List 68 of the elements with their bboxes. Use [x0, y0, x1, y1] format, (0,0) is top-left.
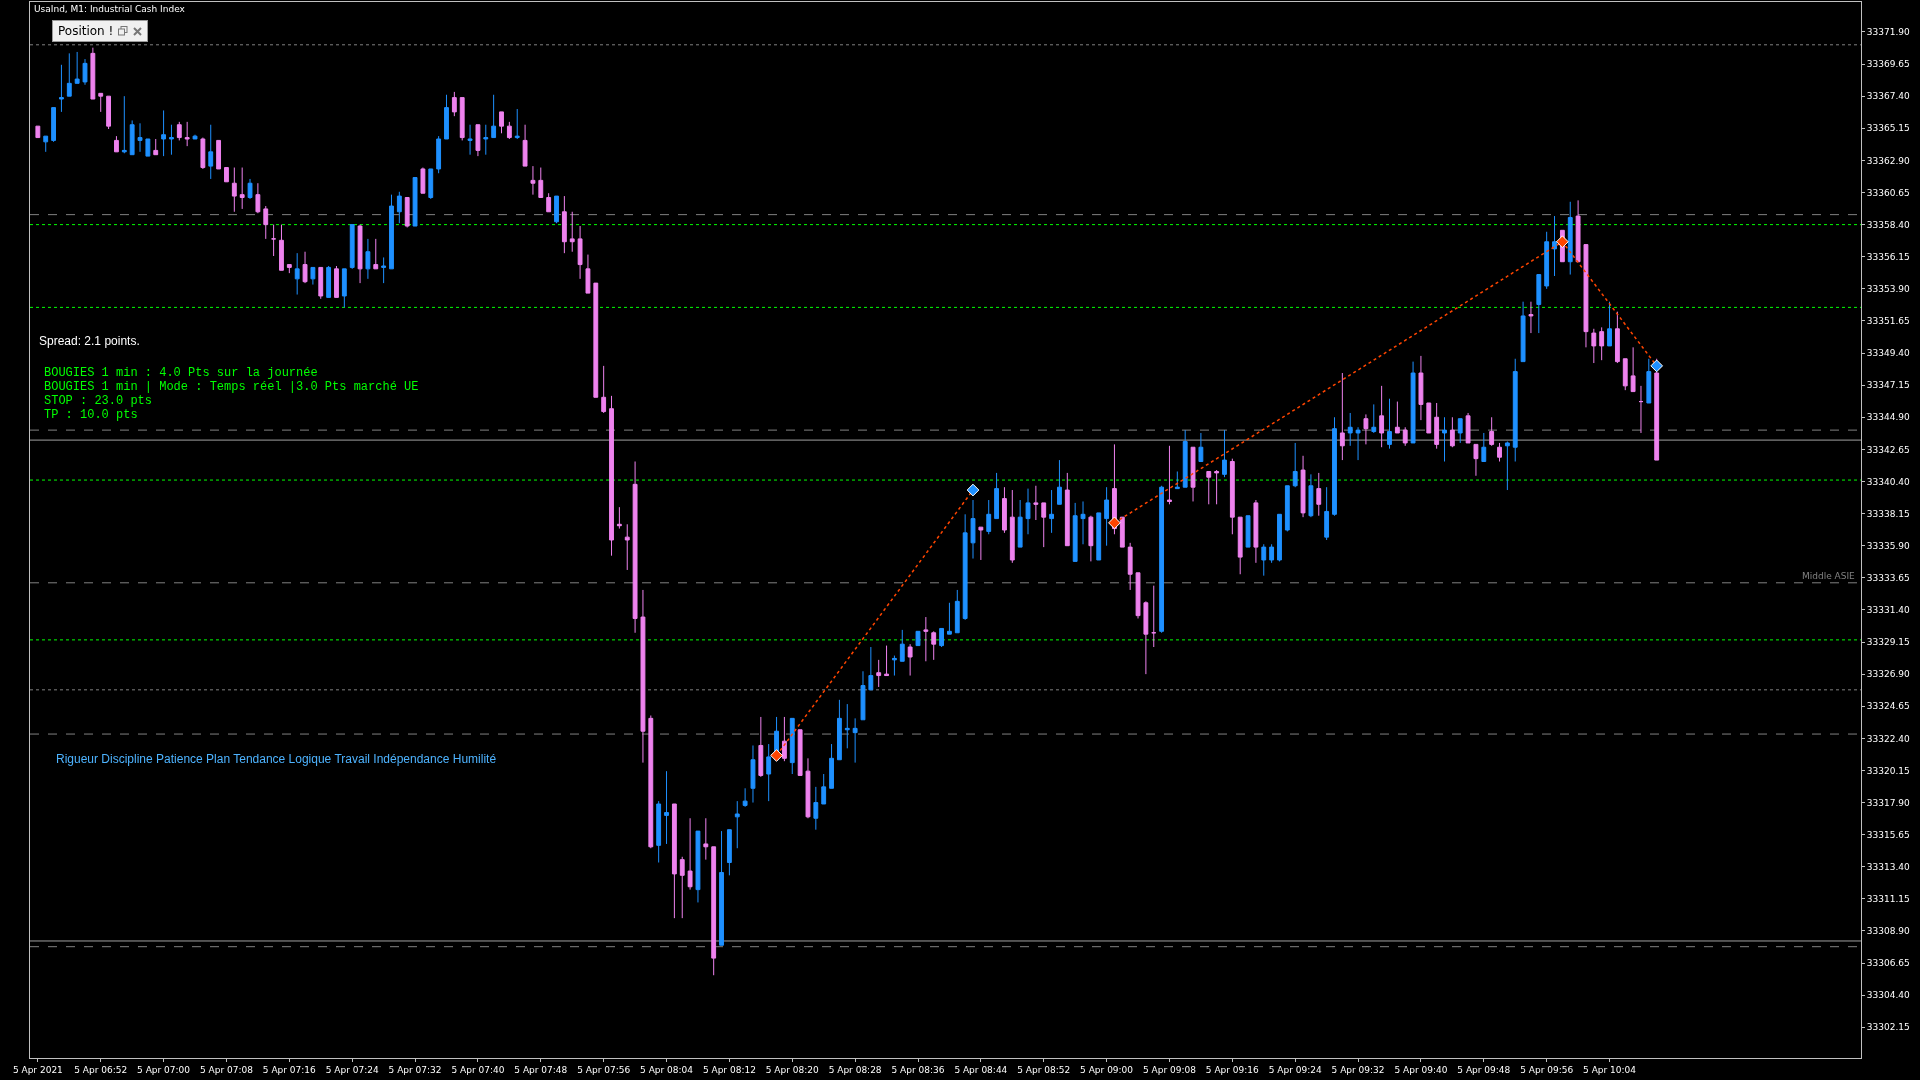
x-tick-label: 5 Apr 07:00 [137, 1064, 191, 1075]
annotation: STOP : 23.0 pts [44, 394, 153, 408]
x-tick-label: 5 Apr 08:12 [702, 1064, 756, 1075]
x-tick-label: 5 Apr 06:52 [74, 1064, 128, 1075]
y-tick-label: 33351.65 [1866, 316, 1910, 327]
y-tick-label: 33367.40 [1866, 91, 1911, 102]
y-tick-label: 33333.65 [1866, 572, 1910, 583]
annotation: TP : 10.0 pts [44, 408, 138, 422]
x-tick-label: 5 Apr 07:24 [325, 1064, 379, 1075]
x-tick-label: 5 Apr 09:32 [1331, 1064, 1385, 1075]
y-tick-label: 33329.15 [1866, 637, 1910, 648]
y-tick-label: 33326.90 [1866, 669, 1911, 680]
y-tick-label: 33335.90 [1866, 540, 1911, 551]
x-tick-label: 5 Apr 08:04 [640, 1064, 694, 1075]
x-tick-label: 5 Apr 09:48 [1457, 1064, 1511, 1075]
x-tick-label: 5 Apr 09:40 [1394, 1064, 1448, 1075]
x-tick-label: 5 Apr 09:00 [1080, 1064, 1134, 1075]
y-tick-label: 33313.40 [1866, 861, 1911, 872]
x-tick-label: 5 Apr 07:40 [451, 1064, 505, 1075]
y-tick-label: 33344.90 [1866, 412, 1911, 423]
y-tick-label: 33306.65 [1866, 958, 1910, 969]
x-tick-label: 5 Apr 2021 [12, 1064, 63, 1075]
x-tick-label: 5 Apr 09:08 [1142, 1064, 1197, 1075]
y-tick-label: 33356.15 [1866, 251, 1910, 262]
x-tick-label: 5 Apr 09:16 [1205, 1064, 1260, 1075]
x-tick-label: 5 Apr 09:24 [1268, 1064, 1322, 1075]
y-tick-label: 33320.15 [1866, 765, 1910, 776]
y-tick-label: 33358.40 [1866, 219, 1911, 230]
annotation: BOUGIES 1 min | Mode : Temps réel |3.0 Pts marché UE [44, 380, 419, 394]
annotation: Rigueur Discipline Patience Plan Tendance Logique Travail Indépendance Humilité [56, 752, 497, 766]
annotation: Position ! [58, 24, 114, 38]
y-tick-label: 33308.90 [1866, 926, 1911, 937]
y-tick-label: 33317.90 [1866, 797, 1911, 808]
y-tick-label: 33371.90 [1866, 27, 1911, 38]
x-tick-label: 5 Apr 08:52 [1017, 1064, 1071, 1075]
x-tick-label: 5 Apr 07:08 [199, 1064, 254, 1075]
y-tick-label: 33331.40 [1866, 605, 1911, 616]
y-tick-label: 33347.15 [1866, 380, 1910, 391]
y-tick-label: 33360.65 [1866, 187, 1910, 198]
y-tick-label: 33362.90 [1866, 155, 1911, 166]
x-tick-label: 5 Apr 07:48 [514, 1064, 568, 1075]
x-tick-label: 5 Apr 07:32 [388, 1064, 442, 1075]
y-tick-label: 33322.40 [1866, 733, 1911, 744]
y-tick-label: 33302.15 [1866, 1022, 1910, 1033]
y-tick-label: 33349.40 [1866, 348, 1911, 359]
annotation: BOUGIES 1 min : 4.0 Pts sur la journée [44, 366, 318, 380]
y-tick-label: 33338.15 [1866, 508, 1910, 519]
y-tick-label: 33304.40 [1866, 990, 1911, 1001]
window-panel: Position ! [52, 20, 149, 42]
annotation: Spread: 2.1 points. [39, 334, 140, 348]
y-tick-label: 33311.15 [1866, 894, 1910, 905]
y-tick-label: 33324.65 [1866, 701, 1910, 712]
x-tick-label: 5 Apr 08:20 [765, 1064, 819, 1075]
ref-line-label: Middle ASIE [1802, 571, 1856, 581]
y-tick-label: 33365.15 [1866, 123, 1910, 134]
x-tick-label: 5 Apr 07:16 [262, 1064, 317, 1075]
x-tick-label: 5 Apr 07:56 [577, 1064, 631, 1075]
x-tick-label: 5 Apr 09:56 [1520, 1064, 1574, 1075]
chart-title: UsaInd, M1: Industrial Cash Index [34, 4, 186, 15]
x-tick-label: 5 Apr 08:28 [828, 1064, 882, 1075]
x-tick-label: 5 Apr 08:44 [954, 1064, 1008, 1075]
y-tick-label: 33315.65 [1866, 829, 1910, 840]
y-tick-label: 33340.40 [1866, 476, 1911, 487]
y-tick-label: 33369.65 [1866, 59, 1910, 70]
x-tick-label: 5 Apr 10:04 [1583, 1064, 1637, 1075]
x-tick-label: 5 Apr 08:36 [891, 1064, 945, 1075]
y-tick-label: 33342.65 [1866, 444, 1910, 455]
y-tick-label: 33353.90 [1866, 283, 1911, 294]
